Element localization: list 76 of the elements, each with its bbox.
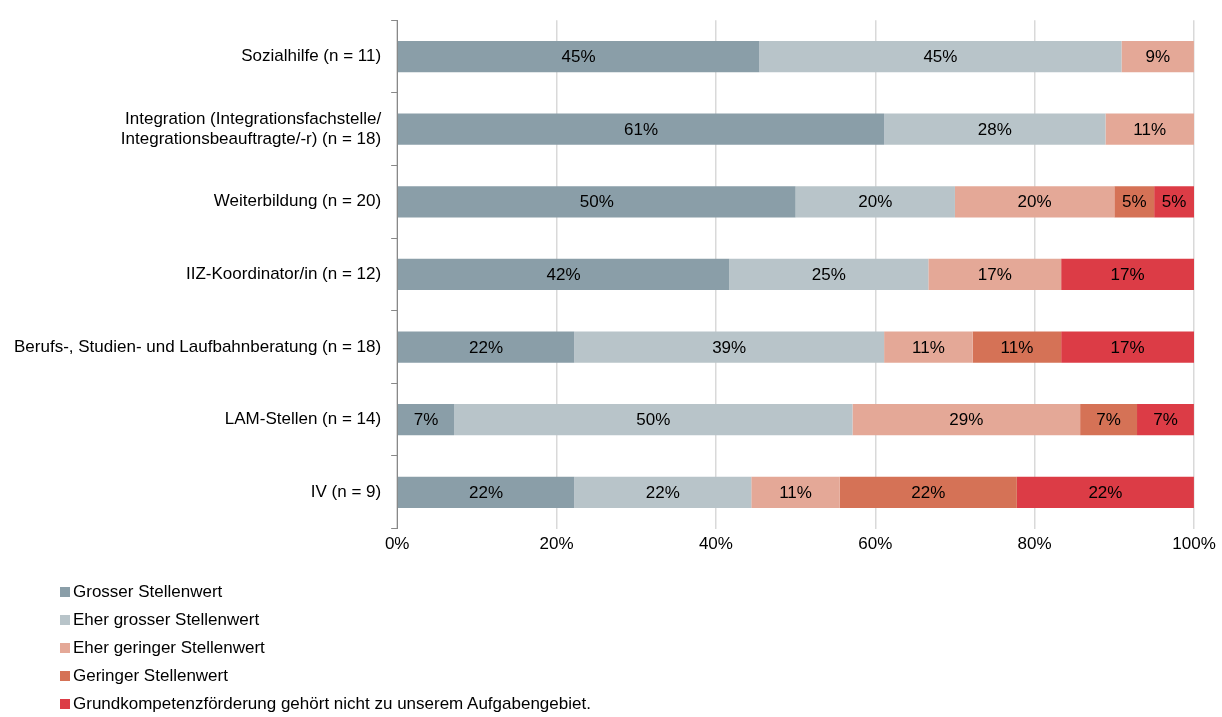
x-tick-label: 40% xyxy=(698,534,733,554)
data-label: 22% xyxy=(469,482,504,502)
data-label: 50% xyxy=(579,192,614,212)
bar xyxy=(1080,404,1138,436)
data-label: 17% xyxy=(977,265,1012,285)
bar xyxy=(1016,476,1194,508)
x-tick-label: 20% xyxy=(539,534,574,554)
bar xyxy=(884,113,1106,145)
data-label: 9% xyxy=(1145,47,1170,67)
data-label: 22% xyxy=(1088,482,1123,502)
bar xyxy=(1061,258,1194,291)
x-tick-label: 80% xyxy=(1017,534,1052,554)
bar xyxy=(1137,404,1194,436)
data-label: 25% xyxy=(811,265,846,285)
data-label: 42% xyxy=(546,265,581,285)
data-label: 11% xyxy=(1000,337,1034,357)
data-label: 22% xyxy=(911,482,946,502)
data-label: 5% xyxy=(1121,192,1147,212)
data-label: 45% xyxy=(923,47,958,67)
bar xyxy=(884,331,973,363)
bar xyxy=(454,404,853,436)
bar xyxy=(1061,331,1194,363)
data-label: 22% xyxy=(469,337,504,357)
bar xyxy=(751,476,840,508)
bar xyxy=(397,331,575,363)
bar xyxy=(1105,113,1194,145)
y-tick-label: Sozialhilfe (n = 11) xyxy=(241,46,382,66)
data-label: 11% xyxy=(1133,119,1167,139)
bar xyxy=(729,258,929,291)
bar xyxy=(574,476,752,508)
y-tick-label: Weiterbildung (n = 20) xyxy=(213,191,382,211)
legend-label: Eher grosser Stellenwert xyxy=(73,610,260,630)
data-label: 20% xyxy=(858,192,893,212)
bar xyxy=(397,258,730,291)
y-tick-label: Integration (Integrationsfachstelle/ Integrationsbeauftragte/-r) (n = 18) xyxy=(120,108,382,149)
bar xyxy=(397,404,455,436)
bar xyxy=(397,186,796,218)
bar xyxy=(839,476,1017,508)
bar xyxy=(928,258,1062,291)
data-label: 45% xyxy=(561,47,596,67)
bar xyxy=(574,331,885,363)
bar xyxy=(972,331,1062,363)
data-label: 5% xyxy=(1161,192,1187,212)
x-tick-label: 0% xyxy=(384,534,410,554)
data-label: 39% xyxy=(712,337,747,357)
bar xyxy=(759,40,1122,73)
data-label: 7% xyxy=(1096,410,1121,430)
bar xyxy=(795,186,955,218)
legend-label: Geringer Stellenwert xyxy=(73,666,228,686)
bar xyxy=(1121,40,1194,73)
y-tick-label: IV (n = 9) xyxy=(310,481,382,501)
data-label: 17% xyxy=(1110,265,1145,285)
y-tick-label: LAM-Stellen (n = 14) xyxy=(224,409,382,429)
legend-label: Grundkompetenzförderung gehört nicht zu unserem Aufgabengebiet. xyxy=(73,694,591,714)
data-label: 50% xyxy=(636,410,671,430)
x-tick-label: 100% xyxy=(1172,534,1216,554)
data-label: 7% xyxy=(1153,410,1178,430)
y-tick-label: IIZ-Koordinator/in (n = 12) xyxy=(186,264,382,284)
data-label: 17% xyxy=(1110,337,1145,357)
data-label: 11% xyxy=(911,337,945,357)
data-label: 11% xyxy=(779,482,812,502)
data-label: 29% xyxy=(949,410,984,430)
x-tick-label: 60% xyxy=(858,534,893,554)
data-label: 7% xyxy=(413,410,439,430)
bar xyxy=(397,40,760,73)
y-tick-label: Berufs-, Studien- und Laufbahnberatung (n = 18) xyxy=(14,336,382,356)
data-label: 28% xyxy=(977,119,1012,139)
legend-label: Eher geringer Stellenwert xyxy=(73,638,265,658)
bar xyxy=(397,476,575,508)
bar xyxy=(397,113,885,145)
bar xyxy=(852,404,1081,436)
data-label: 22% xyxy=(645,482,680,502)
legend-label: Grosser Stellenwert xyxy=(73,582,223,602)
bar xyxy=(954,186,1115,218)
data-label: 20% xyxy=(1017,192,1052,212)
data-label: 61% xyxy=(624,119,659,139)
